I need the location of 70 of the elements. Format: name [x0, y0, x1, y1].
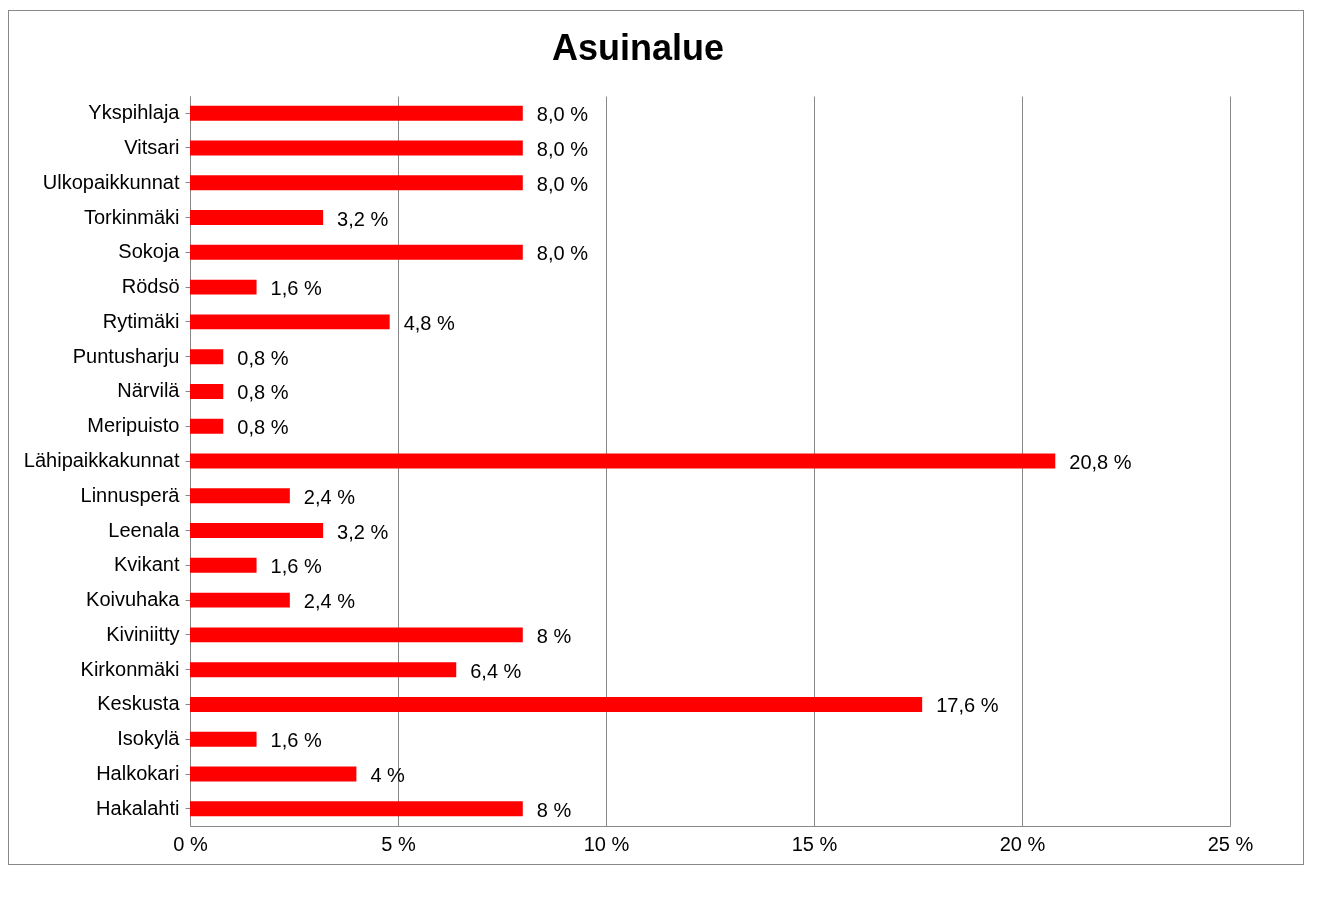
y-tick-label: Ulkopaikkunnat: [42, 170, 180, 193]
x-tick-label: 10 %: [583, 832, 630, 855]
bar: [190, 314, 390, 330]
x-tick-label: 0 %: [173, 832, 208, 855]
bar: [190, 140, 523, 156]
y-tick-label: Isokylä: [117, 727, 181, 750]
data-label: 3,2 %: [337, 207, 389, 230]
y-tick-label: Närvilä: [117, 379, 181, 402]
data-label: 2,4 %: [303, 590, 356, 613]
y-tick-label: Sokoja: [118, 240, 181, 263]
y-tick-label: Ykspihlaja: [88, 101, 181, 124]
bar: [190, 488, 290, 504]
y-tick-label: Lähipaikkakunnat: [23, 449, 180, 471]
data-label: 8,0 %: [536, 172, 589, 195]
y-tick-label: Kiviniitty: [106, 622, 180, 645]
data-label: 8,0 %: [536, 137, 589, 160]
data-label: 0,8 %: [237, 346, 289, 369]
bar: [190, 696, 923, 712]
bar: [190, 175, 523, 191]
bar: [190, 244, 523, 260]
data-label: 1,6 %: [270, 277, 322, 300]
data-label: 4,8 %: [403, 311, 456, 334]
data-label: 2,4 %: [303, 485, 356, 508]
bar: [190, 453, 1056, 469]
data-label: 0,8 %: [237, 381, 289, 404]
data-label: 3,2 %: [337, 520, 389, 543]
y-tick-label: Halkokari: [96, 762, 180, 785]
data-label: 6,4 %: [470, 659, 522, 682]
y-tick-label: Rytimäki: [102, 309, 180, 332]
y-tick-label: Leenala: [108, 518, 181, 541]
data-label: 8 %: [536, 624, 572, 647]
bar: [190, 279, 257, 295]
bar: [190, 731, 257, 747]
bar: [190, 383, 224, 399]
y-tick-label: Kirkonmäki: [80, 657, 180, 680]
chart-title: Asuinalue: [552, 27, 725, 68]
y-tick-label: Vitsari: [124, 135, 180, 158]
data-label: 8 %: [536, 798, 572, 821]
x-tick-label: 15 %: [791, 832, 838, 855]
y-tick-label: Linnusperä: [80, 483, 181, 506]
bar: [190, 766, 357, 782]
data-label: 8,0 %: [536, 242, 589, 265]
y-tick-label: Meripuisto: [87, 414, 180, 437]
data-label: 8,0 %: [536, 103, 589, 126]
bar: [190, 557, 257, 573]
x-tick-label: 5 %: [381, 832, 416, 855]
x-tick-label: 20 %: [999, 832, 1046, 855]
data-label: 1,6 %: [270, 555, 322, 578]
y-tick-label: Koivuhaka: [86, 588, 181, 611]
y-tick-label: Rödsö: [121, 275, 180, 298]
data-label: 4 %: [370, 764, 406, 787]
y-tick-label: Keskusta: [97, 692, 181, 715]
bar: [190, 210, 324, 226]
y-tick-label: Hakalahti: [96, 796, 180, 819]
bar: [190, 592, 290, 608]
bar: [190, 418, 224, 434]
data-label: 17,6 %: [936, 694, 999, 717]
y-tick-label: Puntusharju: [72, 344, 180, 367]
data-label: 1,6 %: [270, 729, 322, 752]
y-tick-label: Kvikant: [113, 553, 180, 576]
bar: [190, 627, 523, 643]
bar: [190, 662, 457, 678]
bar: [190, 801, 523, 817]
y-tick-label: Torkinmäki: [83, 205, 180, 228]
data-label: 20,8 %: [1069, 451, 1132, 473]
bar: [190, 523, 324, 539]
data-label: 0,8 %: [237, 416, 289, 439]
bar: [190, 349, 224, 365]
x-tick-label: 25 %: [1207, 832, 1254, 855]
bar: [190, 105, 523, 121]
